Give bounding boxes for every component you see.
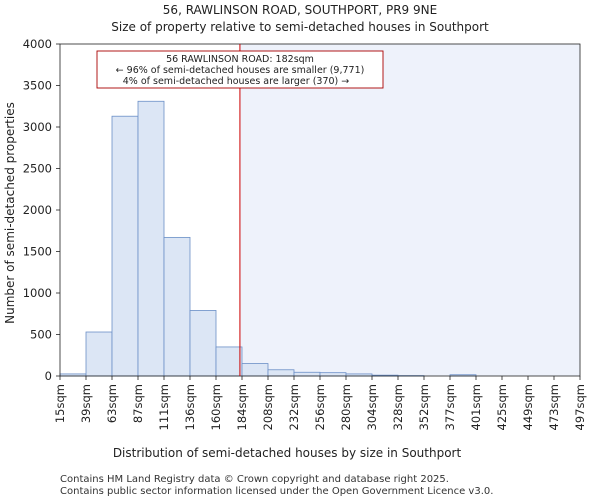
x-tick-label-401sqm: 401sqm (469, 384, 483, 430)
y-tick-label-3000: 3000 (23, 120, 52, 134)
x-tick-label-377sqm: 377sqm (443, 384, 457, 430)
y-tick-label-0: 0 (45, 369, 52, 383)
x-tick-label-208sqm: 208sqm (261, 384, 275, 430)
bar-232sqm (293, 371, 321, 377)
x-tick-label-256sqm: 256sqm (313, 384, 327, 430)
x-tick-label-352sqm: 352sqm (417, 384, 431, 430)
x-tick-label-63sqm: 63sqm (105, 384, 119, 423)
bar-136sqm (189, 310, 217, 377)
x-tick-label-232sqm: 232sqm (287, 384, 301, 430)
bars-group (59, 100, 477, 377)
y-tick-label-500: 500 (30, 328, 52, 342)
y-tick-label-4000: 4000 (23, 37, 52, 51)
x-tick-label-497sqm: 497sqm (573, 384, 587, 430)
larger-region-shading (239, 44, 581, 376)
x-tick-label-425sqm: 425sqm (495, 384, 509, 430)
x-tick-label-136sqm: 136sqm (183, 384, 197, 430)
bar-160sqm (215, 346, 243, 377)
x-tick-label-39sqm: 39sqm (79, 384, 93, 423)
x-tick-label-87sqm: 87sqm (131, 384, 145, 423)
annotation-box (96, 50, 384, 89)
annotation-line-1: 56 RAWLINSON ROAD: 182sqm (166, 54, 314, 65)
x-tick-label-328sqm: 328sqm (391, 384, 405, 430)
x-tick-label-184sqm: 184sqm (235, 384, 249, 430)
bar-208sqm (267, 369, 295, 377)
y-tick-label-3500: 3500 (23, 79, 52, 93)
x-tick-label-111sqm: 111sqm (157, 384, 171, 430)
y-axis-label: Number of semi-detached properties (3, 102, 17, 324)
x-tick-label-449sqm: 449sqm (521, 384, 535, 430)
x-tick-label-304sqm: 304sqm (365, 384, 379, 430)
footer-copyright: Contains HM Land Registry data © Crown c… (60, 474, 449, 485)
bar-111sqm (163, 236, 191, 377)
annotation-group: 56 RAWLINSON ROAD: 182sqm← 96% of semi-d… (96, 44, 384, 376)
bar-63sqm (111, 115, 139, 377)
chart-title: 56, RAWLINSON ROAD, SOUTHPORT, PR9 9NE (163, 3, 437, 17)
x-axis-label: Distribution of semi-detached houses by … (113, 446, 462, 460)
x-tick-label-473sqm: 473sqm (547, 384, 561, 430)
y-tick-label-2000: 2000 (23, 203, 52, 217)
chart-subtitle: Size of property relative to semi-detach… (111, 20, 489, 34)
bar-256sqm (319, 372, 347, 377)
x-tick-label-280sqm: 280sqm (339, 384, 353, 430)
x-tick-label-15sqm: 15sqm (53, 384, 67, 423)
annotation-line-2: ← 96% of semi-detached houses are smalle… (116, 65, 365, 76)
axes-group: 0 500 1000 1500 2000 2500 3000 3500 4000 15sqm 39s… (23, 37, 587, 430)
y-tick-label-2500: 2500 (23, 162, 52, 176)
y-tick-label-1000: 1000 (23, 286, 52, 300)
y-tick-label-1500: 1500 (23, 245, 52, 259)
footer-licence: Contains public sector information licen… (60, 486, 493, 497)
annotation-line-3: 4% of semi-detached houses are larger (3… (123, 76, 350, 87)
x-tick-label-160sqm: 160sqm (209, 384, 223, 430)
bar-39sqm (85, 331, 113, 377)
bar-184sqm (241, 363, 269, 377)
bar-87sqm (137, 100, 165, 377)
